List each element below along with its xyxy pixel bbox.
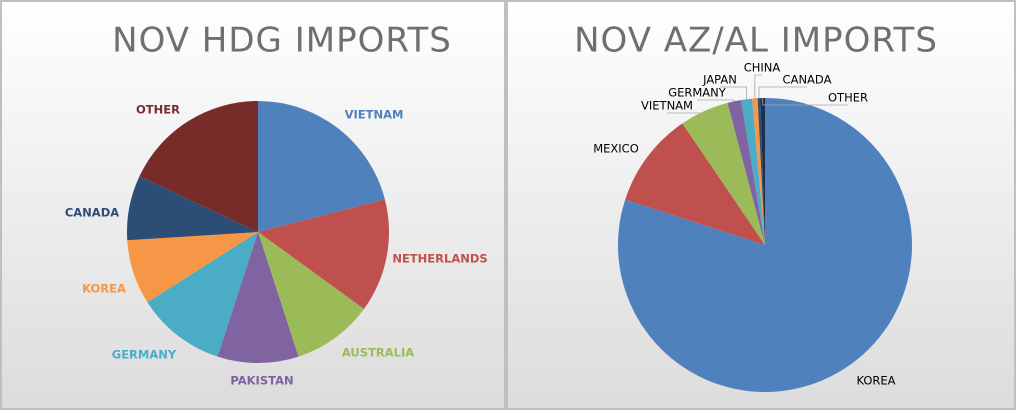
pie-slice	[127, 232, 258, 303]
slice-label: JAPAN	[702, 73, 737, 87]
slice-label: GERMANY	[668, 86, 727, 100]
leader-line	[697, 99, 735, 102]
chart-title: NOV AZ/AL IMPORTS	[574, 21, 938, 61]
slice-label: GERMANY	[112, 348, 177, 362]
pie-slice	[258, 199, 390, 309]
pie-slice	[741, 98, 765, 245]
slice-label: MEXICO	[593, 142, 639, 156]
pie-slice	[757, 98, 765, 245]
pie-slice	[625, 123, 765, 245]
slice-label: KOREA	[82, 282, 126, 296]
slice-label: AUSTRALIA	[342, 346, 414, 360]
slice-label: CHINA	[744, 61, 781, 75]
slice-label: VIETNAM	[641, 99, 693, 113]
pie-slice	[760, 98, 765, 245]
pie-slice	[139, 101, 258, 232]
slice-label: CANADA	[65, 206, 119, 220]
pie-slice	[258, 101, 385, 232]
slice-label: NETHERLANDS	[392, 252, 487, 266]
slice-label: VIETNAM	[345, 108, 404, 122]
leader-line	[758, 86, 807, 99]
pie-slice	[752, 98, 765, 245]
slice-label: OTHER	[136, 103, 180, 117]
leader-line	[667, 111, 705, 114]
slice-label: KOREA	[856, 374, 895, 388]
pie-slice	[147, 232, 258, 357]
slice-label: PAKISTAN	[230, 374, 293, 388]
pie-slice	[127, 176, 258, 241]
slice-label: CANADA	[783, 73, 832, 87]
pie-slice	[217, 232, 299, 363]
chart-title: NOV HDG IMPORTS	[112, 21, 452, 61]
slice-label: OTHER	[828, 91, 868, 105]
leader-line	[754, 74, 762, 99]
pie-slice	[258, 232, 364, 357]
leader-line	[720, 86, 747, 100]
pie-slice	[727, 99, 765, 245]
leader-line	[762, 98, 848, 106]
pie-slice	[682, 102, 765, 245]
